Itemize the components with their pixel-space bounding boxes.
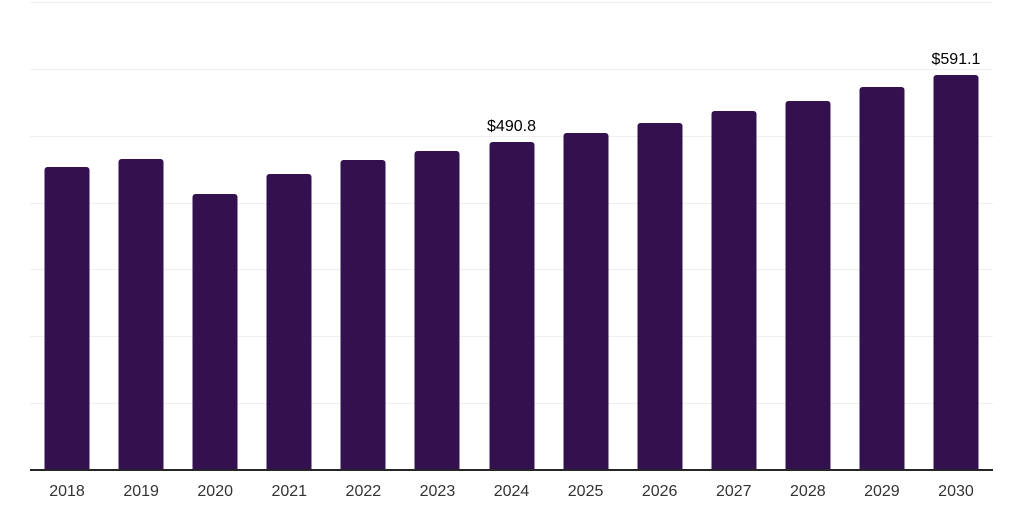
bar (489, 141, 534, 470)
bar (785, 100, 831, 470)
bar-slot (104, 2, 178, 470)
bar-slot (697, 2, 771, 470)
bar-slot: $490.8 (474, 2, 548, 470)
x-axis-tick-label: 2018 (49, 483, 85, 500)
x-axis-tick-label: 2020 (197, 483, 233, 500)
x-axis-tick-label: 2029 (864, 483, 900, 500)
bar (340, 159, 386, 470)
bar-slot (771, 2, 845, 470)
bar-slot (623, 2, 697, 470)
bar-slot (178, 2, 252, 470)
bar-slot (30, 2, 104, 470)
x-axis-tick-label: 2026 (641, 483, 678, 500)
bar-slot: $591.1 (919, 2, 993, 470)
x-axis-labels: 2018 2019 2020 2021 2022 2023 2024 2025 2026 2027… (30, 483, 993, 501)
bar (192, 193, 238, 470)
bar (711, 111, 757, 470)
bar-slot (549, 2, 623, 470)
bar-value-label: $591.1 (931, 50, 981, 68)
gridline (30, 68, 993, 70)
x-axis-tick-label: 2023 (419, 483, 456, 500)
bar (563, 132, 609, 470)
x-axis-tick-label: 2028 (790, 483, 826, 500)
bar (118, 158, 164, 470)
bar-slot (326, 2, 400, 470)
x-axis-line (30, 469, 993, 471)
x-axis-tick-label: 2022 (345, 483, 382, 500)
bar (44, 166, 90, 470)
plot-area: $490.8 $591.1 (30, 2, 993, 471)
gridline (30, 2, 993, 3)
bar-slot (400, 2, 474, 470)
x-axis-tick-label: 2027 (715, 483, 752, 500)
bar-value-label: $490.8 (487, 117, 536, 135)
bar (414, 150, 460, 470)
bar (859, 86, 905, 470)
gridline (30, 135, 993, 137)
bar (933, 74, 979, 470)
x-axis-tick-label: 2025 (567, 483, 604, 500)
bar (266, 173, 312, 470)
bars-layer: $490.8 $591.1 (30, 2, 993, 470)
x-axis-tick-label: 2021 (271, 483, 308, 500)
x-axis-tick-label: 2019 (123, 483, 159, 500)
bar-slot (252, 2, 326, 470)
x-axis-tick-label: 2024 (493, 483, 530, 500)
bar-slot (845, 2, 919, 470)
bar (637, 123, 683, 470)
x-axis-tick-label: 2030 (938, 483, 974, 500)
